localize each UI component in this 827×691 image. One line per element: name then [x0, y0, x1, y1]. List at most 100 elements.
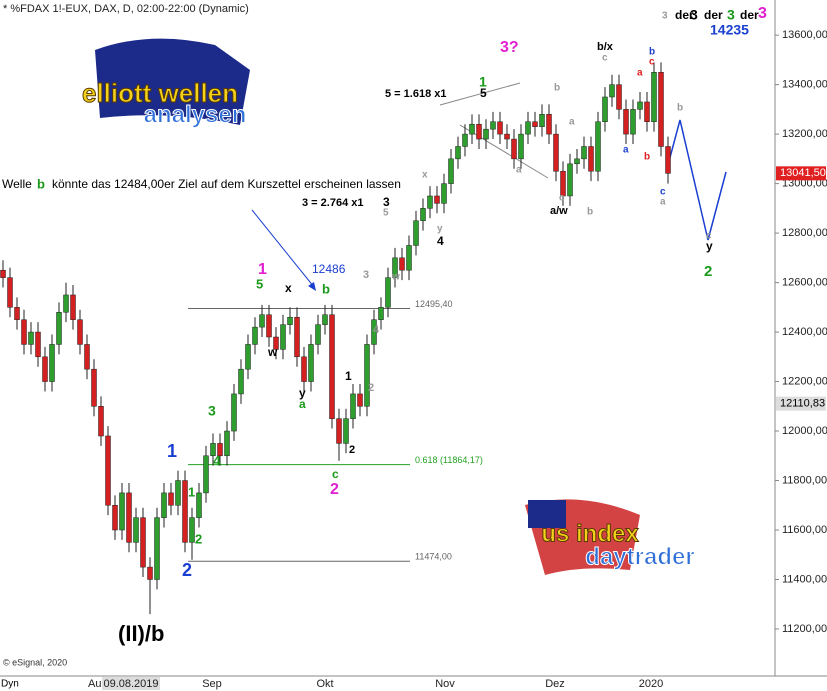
candle-body — [308, 344, 314, 382]
candle-body — [399, 257, 405, 271]
wave-label: der — [704, 8, 723, 22]
candle-body — [245, 344, 251, 370]
wave-label: Welle — [2, 177, 32, 191]
wave-label: b — [322, 281, 330, 296]
y-tick-label: 12000,00 — [782, 425, 827, 437]
candle-body — [511, 138, 517, 160]
wave-label: a/w — [550, 205, 568, 217]
wave-label: 3 — [727, 7, 735, 23]
candle-body — [567, 163, 573, 197]
wave-label: 2 — [182, 560, 192, 580]
y-tick-label: 12200,00 — [782, 375, 827, 387]
level-label: 12495,40 — [415, 299, 453, 309]
y-tick-label: 11200,00 — [782, 623, 827, 635]
y-tick-label: 11800,00 — [782, 474, 827, 486]
candle-body — [665, 146, 671, 174]
wave-label: 5 — [256, 276, 263, 291]
candle-body — [378, 307, 384, 320]
candle-body — [259, 314, 265, 328]
candle-body — [210, 443, 216, 457]
wave-label: 14235 — [710, 22, 749, 38]
y-tick-label: 11400,00 — [782, 573, 827, 585]
candle-body — [455, 146, 461, 160]
y-tick-label: 13200,00 — [782, 128, 827, 140]
wave-label: x — [422, 170, 428, 181]
wave-label: 3 = 2.764 x1 — [302, 197, 363, 209]
wedge-line — [439, 82, 521, 106]
candle-body — [112, 505, 118, 531]
candle-body — [91, 368, 97, 407]
candle-body — [21, 319, 27, 345]
wave-label: b/x — [597, 41, 614, 53]
wave-label: könnte das 12484,00er Ziel auf dem Kursz… — [52, 177, 401, 191]
candle-body — [7, 277, 13, 308]
level-label: 11474,00 — [415, 552, 452, 562]
footer: © eSignal, 2020 — [3, 657, 67, 667]
x-tick-label: 2020 — [639, 678, 663, 690]
y-tick-label: 12800,00 — [782, 227, 827, 239]
candle-body — [371, 319, 377, 345]
level-label: 0.618 (11864,17) — [415, 455, 483, 465]
candle-body — [224, 430, 230, 457]
logo-text: analysen — [144, 101, 247, 128]
logo-flag-canton — [528, 500, 566, 528]
candle-body — [476, 123, 482, 140]
wave-label: der — [675, 8, 694, 22]
candle-body — [532, 121, 538, 127]
candle-body — [35, 331, 41, 358]
candle-body — [448, 158, 454, 184]
candle-body — [315, 324, 321, 345]
candle-body — [525, 121, 531, 135]
wave-label: 2 — [195, 531, 202, 546]
wave-label: 4 — [437, 234, 444, 248]
logo-flag — [95, 38, 250, 125]
price-box — [776, 166, 826, 181]
x-tick-label: Au — [88, 678, 101, 690]
y-tick-label: 13400,00 — [782, 79, 827, 91]
y-tick-label: 12600,00 — [782, 276, 827, 288]
logo-elliott: elliott wellen analysen — [81, 38, 250, 129]
wave-label: b — [644, 152, 650, 163]
wave-label: 3 — [208, 403, 216, 419]
wave-label: b — [37, 176, 45, 191]
candle-body — [322, 314, 328, 325]
candle-body — [392, 257, 398, 278]
arrow-head — [308, 282, 316, 291]
candle-body — [84, 344, 90, 370]
candle-body — [658, 72, 664, 147]
candle-body — [147, 566, 153, 580]
candle-body — [637, 101, 643, 110]
candle-body — [595, 121, 601, 172]
candle-body — [280, 324, 286, 350]
candle-body — [581, 146, 587, 160]
candle-body — [252, 326, 258, 345]
wave-label: a — [623, 145, 629, 156]
wave-label: a — [660, 197, 666, 208]
wave-label: 3? — [500, 39, 519, 56]
candle-body — [168, 492, 174, 506]
candle-body — [413, 220, 419, 246]
wave-label: 2 — [330, 481, 339, 498]
candle-body — [623, 109, 629, 135]
wave-label: 3 — [383, 195, 390, 209]
mode-label: Dyn — [1, 679, 19, 690]
candle-body — [42, 356, 48, 382]
x-tick-label: Dez — [545, 678, 565, 690]
wave-label: 3 — [758, 5, 767, 22]
candle-body — [196, 492, 202, 518]
candle-body — [217, 443, 223, 457]
wave-label: 1 — [188, 484, 195, 499]
candle-body — [140, 517, 146, 568]
price-box-label: 12110,83 — [780, 398, 825, 410]
candle-body — [294, 316, 300, 358]
wave-label: a — [299, 397, 306, 411]
wave-label: 5 — [480, 86, 487, 100]
candle-body — [0, 269, 6, 278]
candle-body — [609, 84, 615, 98]
candle-body — [336, 418, 342, 444]
wave-label: (II)/b — [118, 621, 164, 646]
candle-body — [126, 492, 132, 543]
x-axis: Au 09.08.2019 Sep Okt Nov Dez 2020 — [88, 677, 663, 690]
wave-label: a — [516, 165, 522, 176]
